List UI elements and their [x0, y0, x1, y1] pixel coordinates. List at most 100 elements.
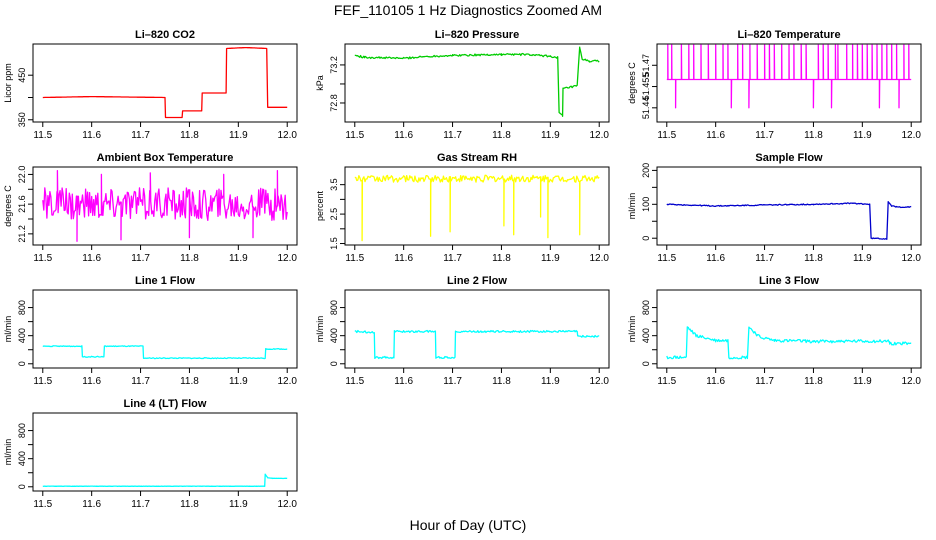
y-tick-label: 350 — [17, 112, 27, 127]
x-tick-label: 12.0 — [901, 253, 921, 264]
chart-panel: Line 3 Flow ml/min 11.5 11.6 11.7 11.8 11.9 12.… — [627, 275, 922, 387]
x-tick-label: 11.9 — [541, 253, 560, 264]
x-tick-label: 11.7 — [443, 253, 462, 264]
x-tick-label: 11.6 — [394, 376, 413, 387]
x-tick-label: 11.5 — [345, 253, 364, 264]
chart-panel: Line 4 (LT) Flow ml/min 11.5 11.6 11.7 11.8 11… — [3, 398, 298, 510]
y-tick-label: 800 — [17, 300, 27, 315]
y-tick-label: 100 — [641, 197, 651, 212]
y-axis-label: ml/min — [627, 193, 637, 220]
x-tick-label: 11.5 — [657, 376, 676, 387]
plot-frame — [656, 43, 922, 123]
x-tick-label: 11.6 — [706, 253, 725, 264]
x-tick-label: 11.5 — [657, 253, 676, 264]
y-tick-label: 73.2 — [329, 56, 339, 74]
x-tick-label: 11.6 — [706, 376, 725, 387]
x-tick-label: 11.9 — [229, 499, 248, 510]
data-series-line — [666, 326, 912, 360]
y-axis-label: ml/min — [3, 316, 13, 343]
x-tick-label: 11.6 — [82, 130, 101, 141]
y-tick-label: 72.8 — [329, 94, 339, 112]
x-tick-label: 11.6 — [82, 499, 101, 510]
y-axis-label: Licor ppm — [3, 63, 13, 103]
y-axis-label: degrees C — [3, 185, 13, 227]
x-tick-label: 11.9 — [853, 253, 872, 264]
plot-frame — [344, 43, 610, 123]
plot-frame — [344, 166, 610, 246]
x-tick-label: 11.7 — [131, 376, 150, 387]
x-tick-label: 11.9 — [229, 130, 248, 141]
y-tick-label: 800 — [329, 300, 339, 315]
y-tick-label: 0 — [641, 236, 651, 241]
chart-title: Line 2 Flow — [447, 275, 507, 287]
x-tick-label: 12.0 — [589, 130, 609, 141]
x-tick-label: 11.7 — [131, 499, 150, 510]
plot-frame — [344, 289, 610, 369]
chart-title: Line 4 (LT) Flow — [124, 398, 207, 410]
chart-title: Gas Stream RH — [437, 152, 517, 164]
y-axis-label: percent — [315, 190, 325, 221]
x-tick-label: 11.6 — [706, 130, 725, 141]
y-tick-label: 22.0 — [17, 166, 27, 184]
page-title: FEF_110105 1 Hz Diagnostics Zoomed AM — [333, 2, 603, 18]
x-tick-label: 11.6 — [82, 253, 101, 264]
x-tick-label: 11.7 — [755, 130, 774, 141]
y-tick-label: 800 — [641, 300, 651, 315]
plot-frame — [32, 43, 298, 123]
x-tick-label: 11.9 — [853, 376, 872, 387]
chart-panel: Li–820 Pressure kPa 11.5 11.6 11.7 11.8 11.9 12… — [315, 29, 610, 141]
y-tick-label: 51.44 — [641, 97, 651, 120]
x-tick-label: 11.5 — [345, 376, 364, 387]
y-tick-label: 400 — [641, 328, 651, 343]
chart-title: Li–820 Temperature — [737, 29, 840, 41]
y-tick-label: 400 — [17, 451, 27, 466]
x-tick-label: 12.0 — [589, 253, 609, 264]
x-tick-label: 11.6 — [394, 130, 413, 141]
chart-title: Li–820 Pressure — [435, 29, 519, 41]
x-tick-label: 12.0 — [277, 376, 297, 387]
y-tick-label: 2.5 — [329, 208, 339, 221]
x-axis-label: Hour of Day (UTC) — [409, 517, 527, 533]
x-tick-label: 11.7 — [755, 376, 774, 387]
data-series-line — [42, 170, 288, 242]
data-series-line — [354, 329, 600, 360]
x-tick-label: 11.7 — [443, 376, 462, 387]
chart-panel: Line 2 Flow ml/min 11.5 11.6 11.7 11.8 11.9 12.… — [315, 275, 610, 387]
chart-panel: Sample Flow ml/min 11.5 11.6 11.7 11.8 11.9 12.… — [627, 152, 922, 264]
x-tick-label: 11.5 — [33, 253, 52, 264]
data-series-line — [354, 174, 600, 242]
chart-title: Sample Flow — [755, 152, 823, 164]
x-tick-label: 11.5 — [33, 499, 52, 510]
y-tick-label: 0 — [329, 361, 339, 366]
plot-frame — [32, 412, 298, 492]
x-tick-label: 11.8 — [492, 130, 511, 141]
x-tick-label: 11.8 — [180, 376, 199, 387]
x-tick-label: 11.6 — [82, 376, 101, 387]
data-series-line — [354, 46, 600, 117]
y-tick-label: 21.2 — [17, 225, 27, 243]
y-tick-label: 21.6 — [17, 195, 27, 213]
chart-title: Ambient Box Temperature — [97, 152, 234, 164]
x-tick-label: 12.0 — [901, 130, 921, 141]
chart-title: Li–820 CO2 — [135, 29, 195, 41]
data-series-line — [42, 46, 288, 119]
chart-panel: Li–820 CO2 Licor ppm 11.5 11.6 11.7 11.8 11.9 1… — [3, 29, 298, 141]
x-tick-label: 11.8 — [804, 130, 823, 141]
y-tick-label: 200 — [641, 163, 651, 178]
x-tick-label: 11.8 — [492, 376, 511, 387]
x-tick-label: 11.8 — [180, 499, 199, 510]
x-tick-label: 11.8 — [180, 253, 199, 264]
chart-title: Line 3 Flow — [759, 275, 819, 287]
x-tick-label: 12.0 — [589, 376, 609, 387]
plot-frame — [32, 166, 298, 246]
x-tick-label: 11.9 — [229, 253, 248, 264]
x-tick-label: 11.9 — [229, 376, 248, 387]
y-tick-label: 3.5 — [329, 178, 339, 191]
x-tick-label: 11.6 — [394, 253, 413, 264]
plot-frame — [32, 289, 298, 369]
x-tick-label: 11.7 — [443, 130, 462, 141]
x-tick-label: 11.7 — [131, 130, 150, 141]
x-tick-label: 12.0 — [277, 130, 297, 141]
x-tick-label: 11.7 — [131, 253, 150, 264]
